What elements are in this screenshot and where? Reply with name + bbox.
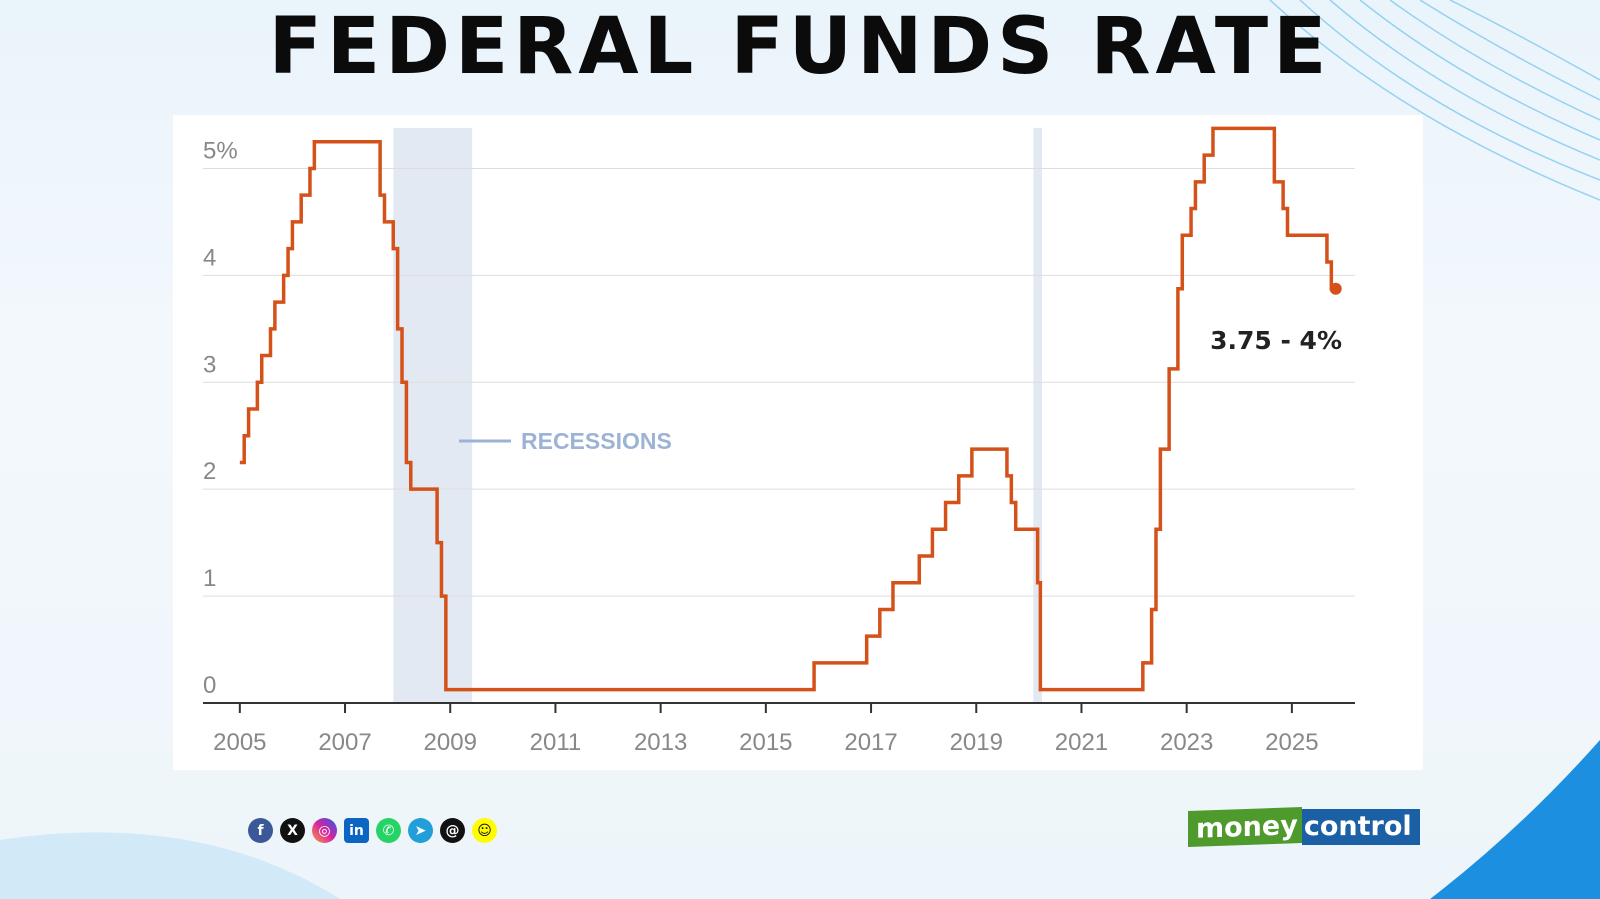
instagram-icon[interactable]: ◎: [312, 818, 337, 843]
social-icons: f X ◎ in ✆ ➤ @ ☺: [248, 818, 497, 843]
logo-part-money: money: [1188, 807, 1302, 847]
x-tick-label: 2007: [318, 729, 371, 756]
y-tick-label: 3: [203, 351, 216, 378]
y-tick-label: 2: [203, 458, 216, 485]
y-tick-label: 1: [203, 565, 216, 592]
whatsapp-icon[interactable]: ✆: [376, 818, 401, 843]
chart-panel: 0 1 2 3 4 5% 2005 2007 2009 2011 2013 2015 2017 2019 2…: [173, 115, 1423, 770]
recession-band: [1033, 128, 1043, 703]
linkedin-icon[interactable]: in: [344, 818, 369, 843]
latest-point-marker: [1329, 282, 1342, 295]
federal-funds-rate-chart: 0 1 2 3 4 5% 2005 2007 2009 2011 2013 2015 2017 2019 2…: [203, 126, 1355, 756]
x-tick-label: 2025: [1265, 729, 1318, 756]
threads-icon[interactable]: @: [440, 818, 465, 843]
x-icon[interactable]: X: [280, 818, 305, 843]
moneycontrol-logo: money control: [1188, 807, 1420, 847]
snapchat-icon[interactable]: ☺: [472, 818, 497, 843]
x-tick-label: 2015: [739, 729, 792, 756]
x-tick-label: 2013: [634, 729, 687, 756]
x-tick-label: 2017: [844, 729, 897, 756]
x-tick-label: 2021: [1055, 729, 1108, 756]
facebook-icon[interactable]: f: [248, 818, 273, 843]
rate-line: [239, 126, 1336, 692]
latest-rate-annotation: 3.75 - 4%: [1210, 326, 1342, 355]
x-tick-label: 2009: [424, 729, 477, 756]
x-tick-label: 2019: [950, 729, 1003, 756]
legend-label: RECESSIONS: [521, 428, 672, 454]
logo-part-control: control: [1301, 809, 1420, 845]
y-tick-label: 4: [203, 244, 216, 271]
x-tick-label: 2023: [1160, 729, 1213, 756]
x-tick-label: 2005: [213, 729, 266, 756]
telegram-icon[interactable]: ➤: [408, 818, 433, 843]
x-tick-label: 2011: [530, 729, 582, 756]
y-tick-label: 0: [203, 672, 216, 699]
chart-title: FEDERAL FUNDS RATE: [268, 2, 1332, 92]
y-tick-label: 5%: [203, 137, 238, 164]
